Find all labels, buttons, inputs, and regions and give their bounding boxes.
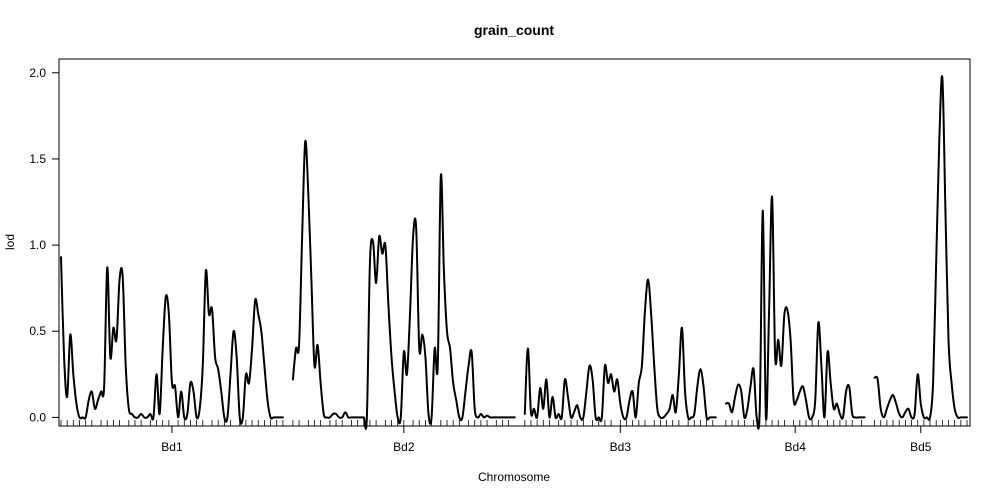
y-tick-label: 0.0 <box>29 410 46 424</box>
lod-series <box>60 75 968 430</box>
lod-line-bd4 <box>724 195 866 430</box>
y-tick-label: 2.0 <box>29 66 46 80</box>
x-tick-label-bd3: Bd3 <box>610 440 632 454</box>
y-tick-label: 1.5 <box>29 152 46 166</box>
y-axis-label: lod <box>3 234 17 250</box>
x-tick-label-bd5: Bd5 <box>910 440 932 454</box>
y-tick-label: 0.5 <box>29 324 46 338</box>
lod-line-bd3 <box>523 278 717 423</box>
x-tick-label-bd1: Bd1 <box>161 440 183 454</box>
x-tick-label-bd4: Bd4 <box>785 440 807 454</box>
chart-title: grain_count <box>474 22 554 38</box>
plot-frame <box>58 58 971 427</box>
x-axis: Bd1 Bd2 Bd3 Bd4 Bd5 <box>161 426 932 454</box>
x-tick-label-bd2: Bd2 <box>393 440 415 454</box>
y-axis: 0.0 0.5 1.0 1.5 2.0 <box>29 66 59 424</box>
marker-rug <box>60 420 968 426</box>
lod-line-bd2 <box>291 139 516 430</box>
lod-line-bd5 <box>873 75 968 421</box>
lod-line-bd1 <box>60 256 284 425</box>
x-axis-label: Chromosome <box>478 470 550 484</box>
y-tick-label: 1.0 <box>29 238 46 252</box>
